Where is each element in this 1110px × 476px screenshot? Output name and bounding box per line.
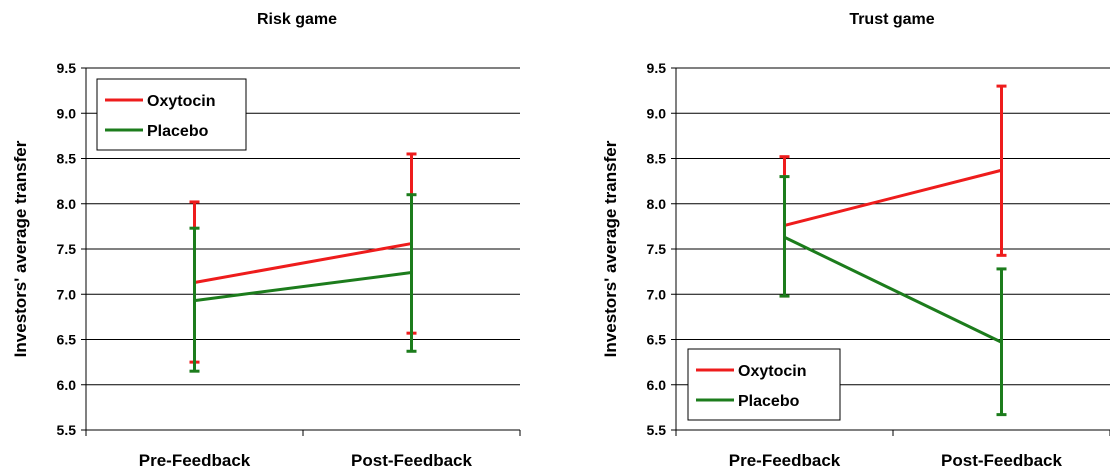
series-placebo bbox=[189, 193, 417, 373]
x-tick-label: Post-Feedback bbox=[941, 451, 1062, 470]
series-line bbox=[194, 271, 412, 303]
chart-0: Risk game Investors' average transfer 5.5 6… bbox=[11, 11, 521, 470]
y-tick-label: 9.0 bbox=[647, 105, 667, 121]
data-point bbox=[193, 299, 196, 303]
y-tick-label: 8.0 bbox=[647, 196, 667, 212]
y-tick-label: 7.0 bbox=[57, 286, 77, 302]
chart-1: Trust game Investors' average transfer 5.5… bbox=[601, 11, 1110, 470]
legend: Oxytocin Placebo bbox=[687, 348, 841, 421]
y-tick-label: 9.5 bbox=[57, 60, 77, 76]
legend-label: Oxytocin bbox=[738, 363, 806, 380]
data-point bbox=[783, 235, 786, 239]
y-tick-label: 6.5 bbox=[647, 332, 667, 348]
y-tick-label: 6.5 bbox=[57, 332, 77, 348]
legend-label: Placebo bbox=[738, 393, 800, 410]
legend: Oxytocin Placebo bbox=[96, 78, 247, 151]
y-tick-label: 5.5 bbox=[647, 422, 667, 438]
data-point bbox=[410, 271, 413, 275]
legend-label: Oxytocin bbox=[147, 93, 215, 110]
legend-box bbox=[96, 78, 247, 151]
y-tick-label: 8.5 bbox=[647, 151, 667, 167]
series-oxytocin bbox=[779, 84, 1007, 298]
series-placebo bbox=[779, 175, 1007, 417]
y-tick-label: 8.5 bbox=[57, 151, 77, 167]
x-tick-label: Post-Feedback bbox=[351, 451, 472, 470]
y-tick-label: 7.5 bbox=[647, 241, 667, 257]
y-tick-label: 7.5 bbox=[57, 241, 77, 257]
y-tick-label: 6.0 bbox=[647, 377, 667, 393]
series-line bbox=[194, 242, 412, 284]
series-oxytocin bbox=[189, 152, 417, 364]
y-tick-label: 7.0 bbox=[647, 286, 667, 302]
series-line bbox=[783, 235, 1003, 344]
y-tick-label: 9.5 bbox=[647, 60, 667, 76]
x-tick-label: Pre-Feedback bbox=[139, 451, 251, 470]
legend-label: Placebo bbox=[147, 123, 209, 140]
y-tick-label: 5.5 bbox=[57, 422, 77, 438]
y-tick-label: 9.0 bbox=[57, 105, 77, 121]
chart-title: Risk game bbox=[257, 11, 337, 28]
data-point bbox=[1000, 168, 1003, 172]
y-axis-label: Investors' average transfer bbox=[601, 140, 620, 357]
data-point bbox=[1000, 340, 1003, 344]
x-tick-label: Pre-Feedback bbox=[729, 451, 841, 470]
series-line bbox=[784, 168, 1002, 227]
y-tick-label: 8.0 bbox=[57, 196, 77, 212]
y-tick-label: 6.0 bbox=[57, 377, 77, 393]
legend-box bbox=[687, 348, 841, 421]
chart-title: Trust game bbox=[849, 11, 934, 28]
y-axis-label: Investors' average transfer bbox=[11, 140, 30, 357]
